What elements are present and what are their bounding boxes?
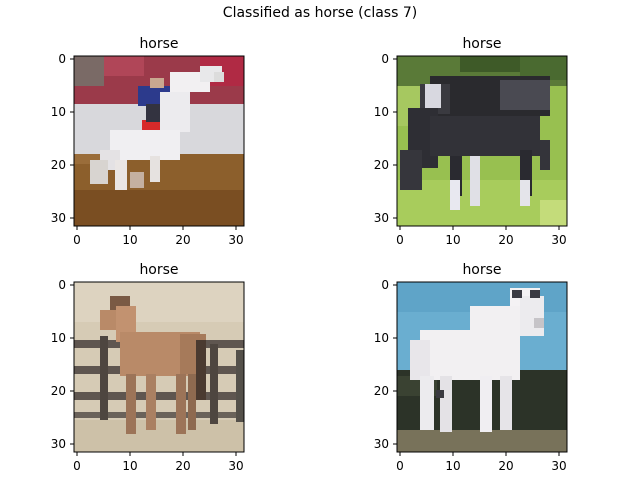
panel-2-xtick-10: 10 (122, 459, 137, 473)
panel-3-xtick-20: 20 (498, 459, 513, 473)
panel-2-frame (73, 281, 245, 453)
panel-1-ytick-20: 20 (374, 158, 389, 172)
panel-3-axes (393, 284, 560, 456)
panel-2-ytick-10: 10 (51, 331, 66, 345)
panel-3-title: horse (462, 262, 501, 278)
panel-1-axes (393, 58, 560, 230)
panel-0-ytick-10: 10 (51, 105, 66, 119)
panel-0-title: horse (139, 36, 178, 52)
panel-2-axes (70, 284, 237, 456)
panel-2-xtick-0: 0 (73, 459, 81, 473)
panel-0-xtick-30: 30 (228, 233, 243, 247)
panel-2: horse (51, 262, 245, 473)
panel-0-ytick-0: 0 (58, 52, 66, 66)
panel-3-image (397, 282, 567, 452)
panel-1-ytick-30: 30 (374, 211, 389, 225)
panel-0-image (74, 56, 244, 226)
panel-3-xtick-0: 0 (396, 459, 404, 473)
panel-1-frame (396, 55, 568, 227)
panel-1-ytick-10: 10 (374, 105, 389, 119)
panel-2-xtick-30: 30 (228, 459, 243, 473)
panel-0-xtick-10: 10 (122, 233, 137, 247)
panel-1: horse (374, 36, 568, 247)
panel-0-xtick-20: 20 (175, 233, 190, 247)
panel-3-xtick-10: 10 (445, 459, 460, 473)
panel-2-ytick-30: 30 (51, 437, 66, 451)
figure-suptitle: Classified as horse (class 7) (223, 5, 417, 21)
panel-3-ytick-20: 20 (374, 384, 389, 398)
panel-3: horse (374, 262, 568, 473)
panel-3-ytick-10: 10 (374, 331, 389, 345)
panel-0-ytick-30: 30 (51, 211, 66, 225)
panel-2-ytick-0: 0 (58, 278, 66, 292)
panel-1-xtick-10: 10 (445, 233, 460, 247)
panel-2-title: horse (139, 262, 178, 278)
panel-1-xtick-20: 20 (498, 233, 513, 247)
panel-0-ytick-20: 20 (51, 158, 66, 172)
panel-1-title: horse (462, 36, 501, 52)
panel-3-ytick-30: 30 (374, 437, 389, 451)
panel-0-axes (70, 58, 237, 230)
panel-0: horse (51, 36, 245, 247)
panel-0-xtick-0: 0 (73, 233, 81, 247)
panel-1-image (397, 56, 567, 226)
panel-3-frame (396, 281, 568, 453)
panel-0-frame (73, 55, 245, 227)
panel-1-xtick-0: 0 (396, 233, 404, 247)
panel-2-xtick-20: 20 (175, 459, 190, 473)
panel-3-xtick-30: 30 (551, 459, 566, 473)
panel-1-ytick-0: 0 (381, 52, 389, 66)
panel-2-ytick-20: 20 (51, 384, 66, 398)
panel-1-xtick-30: 30 (551, 233, 566, 247)
panel-3-ytick-0: 0 (381, 278, 389, 292)
panel-2-image (74, 282, 244, 452)
